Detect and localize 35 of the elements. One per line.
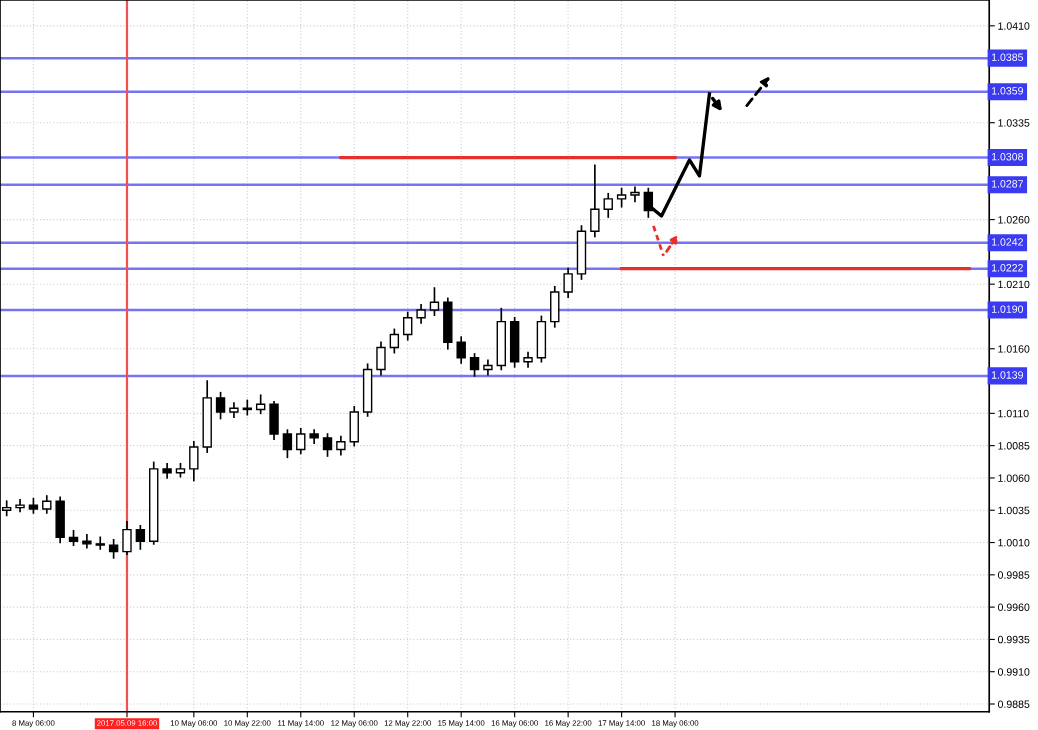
candlestick	[215, 391, 226, 420]
candlestick	[108, 539, 119, 559]
candlestick	[95, 536, 105, 550]
candlestick	[242, 399, 253, 416]
candlestick	[15, 499, 25, 513]
candlestick	[122, 521, 132, 555]
candlestick	[590, 164, 600, 238]
candlestick	[509, 316, 520, 368]
candlestick	[362, 363, 373, 417]
candlestick	[135, 524, 146, 550]
candlestick	[563, 267, 573, 298]
candlestick	[523, 351, 533, 368]
candlestick	[296, 428, 306, 455]
candlestick	[536, 315, 547, 363]
candlestick	[630, 186, 640, 203]
candlestick	[376, 341, 386, 376]
candlestick	[603, 192, 613, 218]
candlestick	[269, 400, 279, 441]
candlestick	[55, 496, 65, 544]
candlestick	[336, 435, 346, 456]
candlestick	[389, 328, 400, 354]
candlestick	[255, 394, 266, 415]
candlestick	[576, 225, 587, 280]
candlestick	[349, 406, 359, 447]
candlestick	[322, 433, 333, 457]
candlestick	[616, 187, 627, 208]
candlestick	[469, 353, 480, 377]
candlestick	[550, 285, 560, 328]
candlestick	[496, 307, 506, 371]
candlestick	[403, 311, 413, 341]
candlestick	[429, 287, 440, 317]
candlestick	[162, 462, 172, 479]
candlestick	[282, 429, 293, 459]
candlestick	[416, 304, 426, 324]
candlestick	[82, 533, 92, 549]
